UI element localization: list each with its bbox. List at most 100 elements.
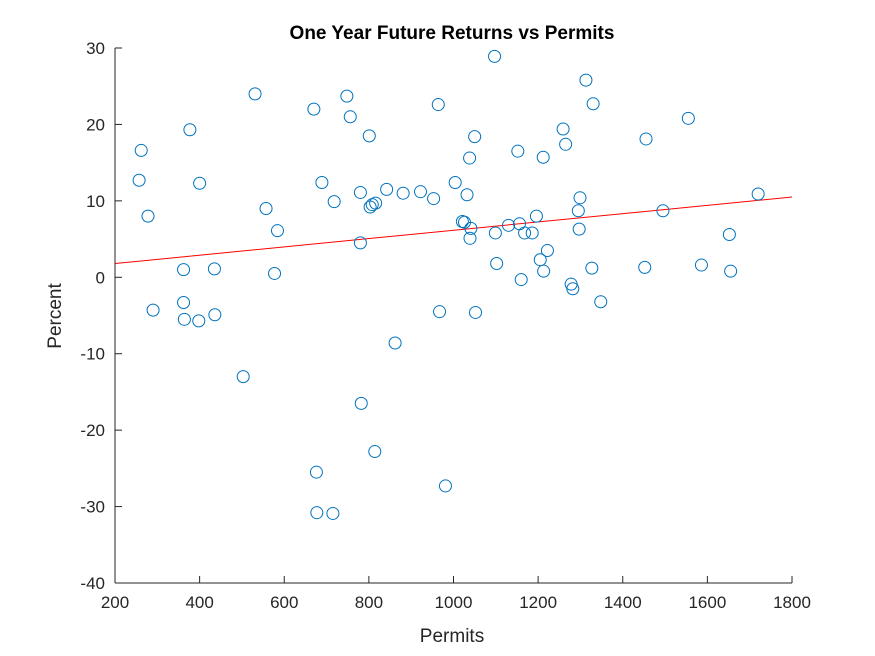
data-point <box>327 195 341 209</box>
y-tick-label: -20 <box>80 421 105 440</box>
data-point <box>468 130 482 144</box>
data-point <box>514 273 528 287</box>
x-tick-label: 1400 <box>604 593 642 612</box>
data-point <box>529 209 543 223</box>
data-point <box>490 257 504 271</box>
data-point <box>556 122 570 136</box>
y-tick-label: 30 <box>86 39 105 58</box>
data-point <box>388 336 402 350</box>
data-point <box>427 192 441 206</box>
data-point <box>469 305 483 319</box>
data-point <box>536 150 550 164</box>
x-tick-label: 200 <box>101 593 129 612</box>
x-tick-label: 1800 <box>773 593 811 612</box>
x-tick-label: 1200 <box>519 593 557 612</box>
data-point <box>431 98 445 112</box>
data-point <box>343 110 357 124</box>
data-point <box>724 264 738 278</box>
x-axis-ticks: 200 400 600 800 1000 1200 1400 1600 1800 <box>101 576 811 612</box>
data-point <box>413 185 427 199</box>
data-point <box>464 221 478 235</box>
data-point <box>511 144 525 158</box>
data-point <box>540 244 554 258</box>
data-point <box>502 218 516 232</box>
data-point <box>146 303 160 317</box>
data-point <box>525 226 539 240</box>
data-point <box>572 222 586 236</box>
x-tick-label: 800 <box>355 593 383 612</box>
data-point <box>368 445 382 459</box>
data-point <box>433 305 447 319</box>
plot-axes <box>114 48 792 584</box>
y-tick-label: -30 <box>80 498 105 517</box>
data-point <box>369 196 383 210</box>
data-point <box>518 226 532 240</box>
data-point <box>594 295 608 309</box>
data-point <box>488 49 502 63</box>
data-point <box>310 506 324 520</box>
data-point <box>362 129 376 143</box>
data-point <box>309 465 323 479</box>
data-point <box>315 176 329 190</box>
data-point <box>207 262 221 276</box>
data-point <box>340 89 354 103</box>
data-point <box>460 188 474 202</box>
data-point <box>353 185 367 199</box>
data-point <box>585 261 599 275</box>
data-point <box>579 73 593 87</box>
data-point <box>141 209 155 223</box>
y-axis-ticks: -40 -30 -20 -10 0 10 20 30 <box>80 39 122 593</box>
data-point <box>208 308 222 322</box>
data-points-layer <box>132 49 765 520</box>
y-tick-label: -10 <box>80 345 105 364</box>
data-point <box>270 224 284 238</box>
data-point <box>571 204 585 218</box>
data-point <box>353 236 367 250</box>
data-point <box>248 87 262 101</box>
data-point <box>694 258 708 272</box>
x-tick-label: 1000 <box>435 593 473 612</box>
data-point <box>463 151 477 165</box>
data-point <box>177 263 191 277</box>
data-point <box>639 132 653 146</box>
data-point <box>638 260 652 274</box>
data-point <box>681 111 695 125</box>
data-point <box>236 370 250 384</box>
data-point <box>537 264 551 278</box>
data-point <box>380 182 394 196</box>
y-tick-label: 0 <box>96 268 105 287</box>
data-point <box>183 123 197 137</box>
data-point <box>354 396 368 410</box>
x-tick-label: 1600 <box>688 593 726 612</box>
y-tick-label: 10 <box>86 192 105 211</box>
data-point <box>177 312 191 326</box>
data-point <box>132 173 146 187</box>
data-point <box>722 227 736 241</box>
data-point <box>559 137 573 151</box>
data-point <box>326 506 340 520</box>
y-tick-label: 20 <box>86 115 105 134</box>
y-tick-label: -40 <box>80 574 105 593</box>
data-point <box>177 296 191 310</box>
x-tick-label: 400 <box>185 593 213 612</box>
data-point <box>438 479 452 493</box>
data-point <box>268 266 282 280</box>
data-point <box>396 186 410 200</box>
data-point <box>192 314 206 328</box>
data-point <box>259 202 273 215</box>
data-point <box>566 282 580 296</box>
x-axis-label: Permits <box>420 626 484 647</box>
data-point <box>573 191 587 205</box>
regression-line <box>114 196 793 265</box>
data-point <box>448 176 462 190</box>
data-point <box>193 176 207 190</box>
y-axis-label: Percent <box>45 283 66 349</box>
data-point <box>751 187 765 201</box>
data-point <box>463 231 477 245</box>
x-tick-label: 600 <box>270 593 298 612</box>
data-point <box>307 102 321 116</box>
chart-title: One Year Future Returns vs Permits <box>290 23 615 44</box>
fit-line-layer <box>114 196 793 265</box>
data-point <box>656 204 670 218</box>
